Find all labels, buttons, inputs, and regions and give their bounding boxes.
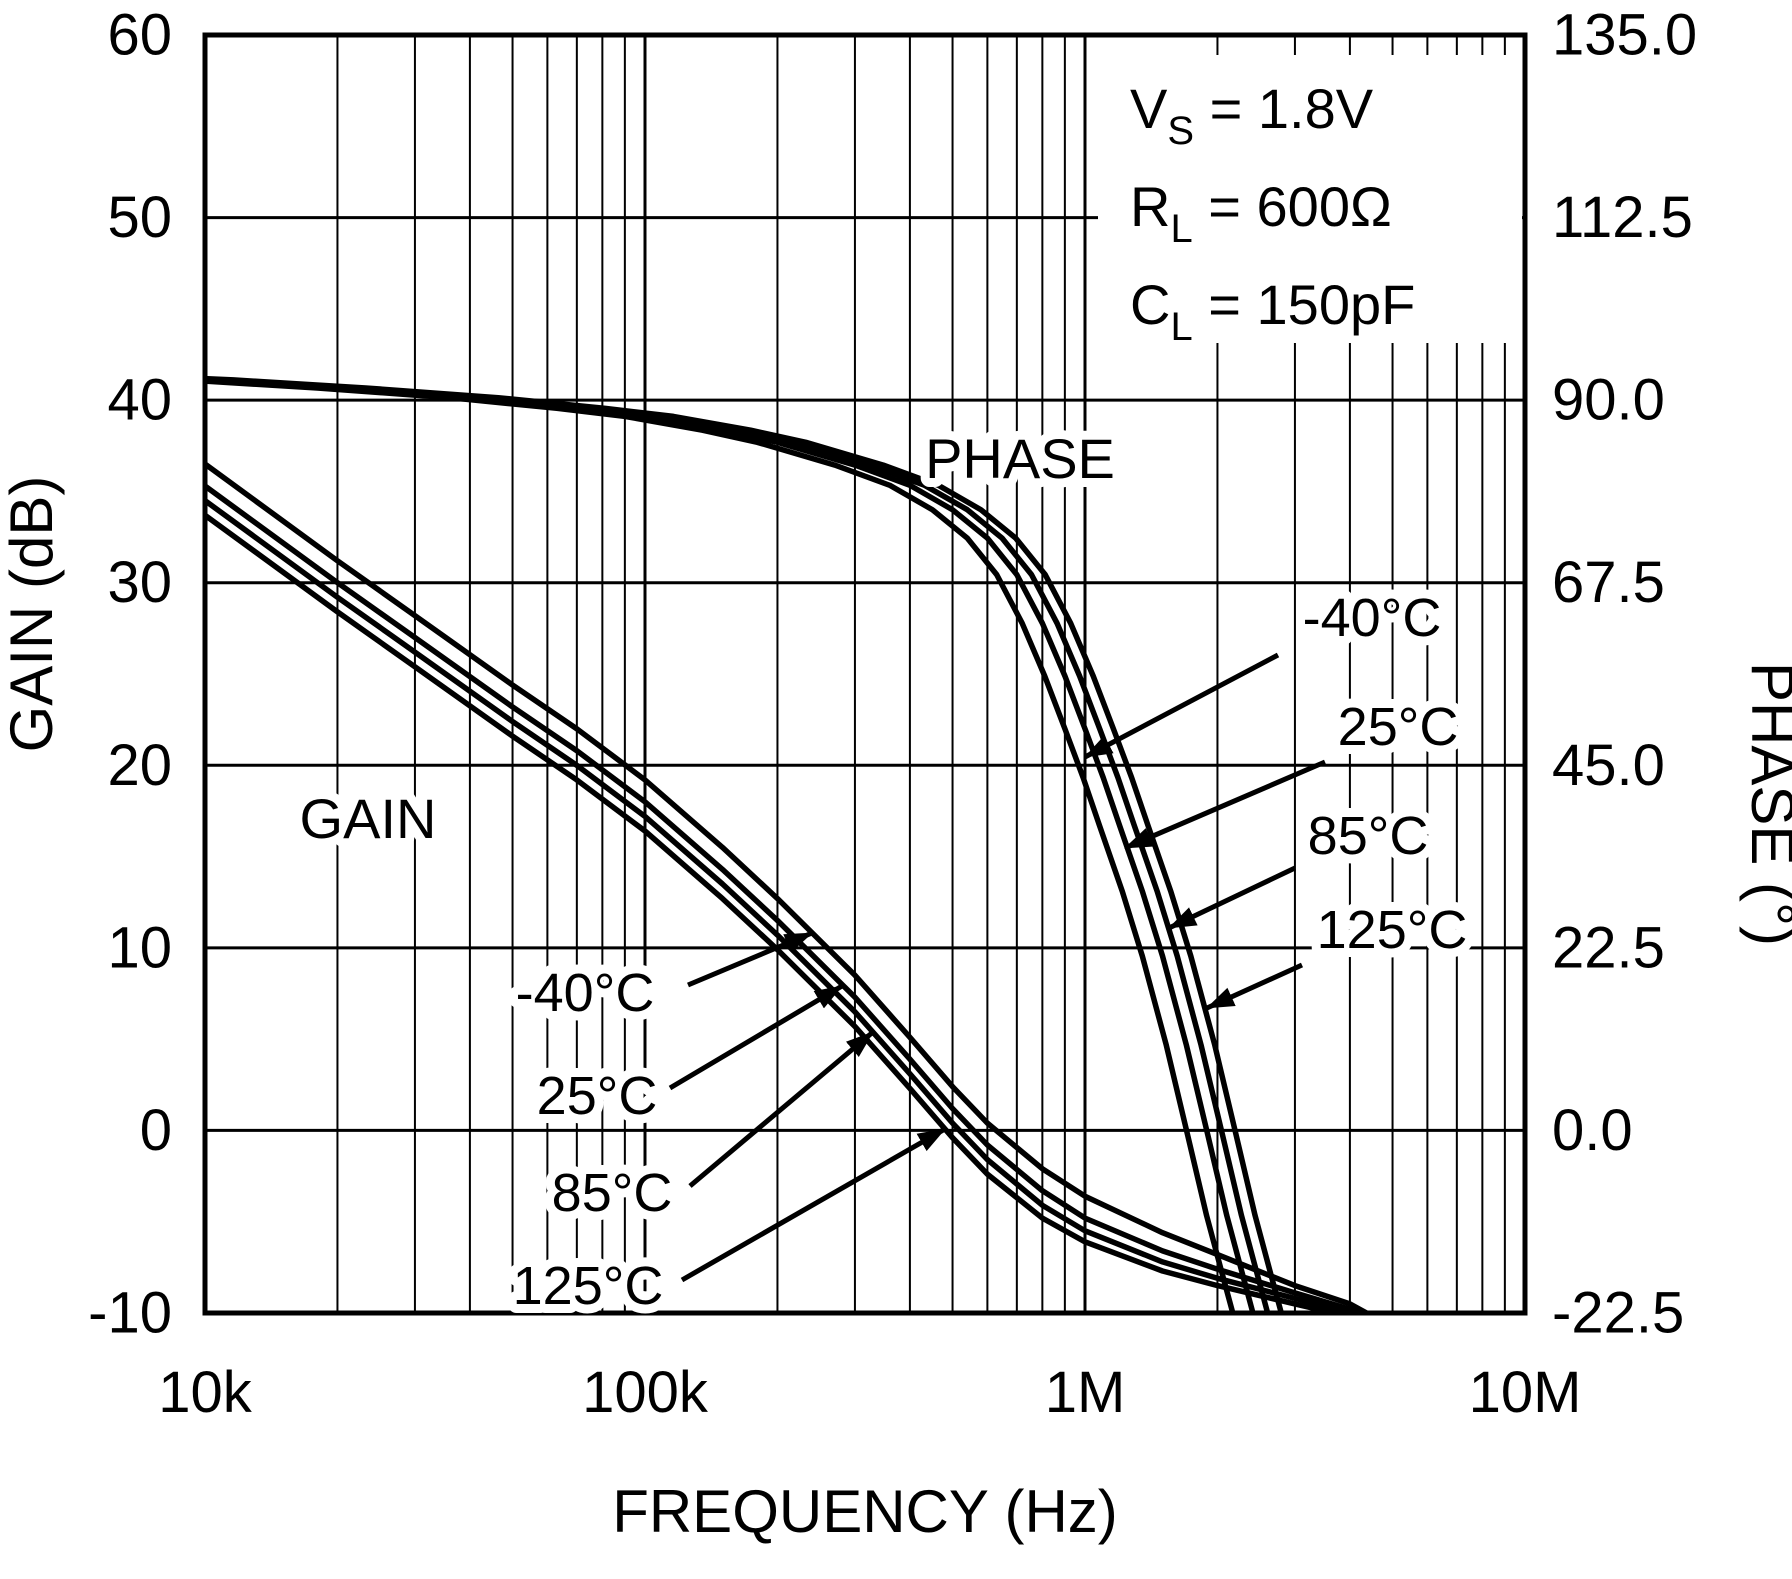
x-tick-label: 10M xyxy=(1469,1360,1582,1425)
callout-label: -40°C xyxy=(516,963,655,1023)
callout-gain-125-c: 125°C xyxy=(504,1126,947,1325)
x-tick-label: 1M xyxy=(1045,1360,1126,1425)
curve-gain-125c xyxy=(205,512,1347,1313)
callout-label: 25°C xyxy=(537,1066,658,1126)
callout-arrow xyxy=(688,1030,875,1188)
curves xyxy=(205,375,1373,1313)
callout-label: -40°C xyxy=(1303,588,1442,648)
y-right-tick-label: 22.5 xyxy=(1552,915,1665,980)
condition-line: RL = 600Ω xyxy=(1130,175,1392,251)
curve-phase-125c xyxy=(205,375,1285,1313)
x-tick-label: 10k xyxy=(158,1360,253,1425)
callout-label: 125°C xyxy=(1317,900,1468,960)
callout-label: 85°C xyxy=(552,1163,673,1223)
callout-phase-25-c: 25°C xyxy=(1124,688,1467,851)
y-left-tick-label: 30 xyxy=(107,550,172,615)
callout-label: 25°C xyxy=(1338,697,1459,757)
callout-arrow xyxy=(1167,865,1297,931)
gain-curve-label: GAIN xyxy=(300,787,437,850)
y-right-tick-label: 45.0 xyxy=(1552,733,1665,798)
curve-gain-25c xyxy=(205,483,1364,1313)
plot-border xyxy=(202,32,1528,1316)
callout-phase-85-c: 85°C xyxy=(1167,797,1437,931)
condition-line: VS = 1.8V xyxy=(1130,77,1374,153)
y-right-tick-label: 67.5 xyxy=(1552,550,1665,615)
y-right-tick-label: 135.0 xyxy=(1552,3,1697,68)
callout-arrow xyxy=(680,1126,947,1283)
y-left-tick-label: 20 xyxy=(107,733,172,798)
y-right-tick-label: 112.5 xyxy=(1552,185,1693,250)
callout-arrow xyxy=(1083,652,1280,760)
y-right-tick-label: 0.0 xyxy=(1552,1098,1633,1163)
phase-curve-label: PHASE xyxy=(925,427,1115,490)
y-right-axis-title: PHASE (°) xyxy=(1739,662,1792,946)
callout-phase-125-c: 125°C xyxy=(1205,891,1476,1011)
y-left-tick-label: 60 xyxy=(107,3,172,68)
y-left-tick-label: 40 xyxy=(107,368,172,433)
y-right-tick-label: -22.5 xyxy=(1552,1281,1684,1346)
conditions-mask xyxy=(1098,55,1522,343)
y-right-tick-label: 90.0 xyxy=(1552,368,1665,433)
y-left-tick-label: 10 xyxy=(107,915,172,980)
callout-arrow xyxy=(668,983,844,1091)
callout-label: 125°C xyxy=(513,1256,664,1316)
x-tick-label: 100k xyxy=(582,1360,709,1425)
callout-arrow xyxy=(687,930,813,988)
conditions-block: VS = 1.8V RL = 600Ω CL = 150pF xyxy=(1098,55,1522,349)
callout-arrow xyxy=(1124,759,1326,851)
y-left-tick-label: 0 xyxy=(140,1098,172,1163)
condition-line: CL = 150pF xyxy=(1130,273,1415,349)
callout-label: 85°C xyxy=(1308,806,1429,866)
y-left-axis-title: GAIN (dB) xyxy=(0,476,65,753)
y-left-tick-label: -10 xyxy=(88,1281,172,1346)
curve-gain-85c xyxy=(205,497,1357,1313)
y-left-tick-label: 50 xyxy=(107,185,172,250)
callout-gain-25-c: 25°C xyxy=(528,983,844,1135)
callout-arrow xyxy=(1205,962,1304,1011)
callout-gain-85-c: 85°C xyxy=(543,1030,875,1232)
callout-phase-40-c: -40°C xyxy=(1083,579,1450,760)
x-axis-title: FREQUENCY (Hz) xyxy=(612,1478,1118,1545)
callout-gain-40-c: -40°C xyxy=(507,930,813,1032)
